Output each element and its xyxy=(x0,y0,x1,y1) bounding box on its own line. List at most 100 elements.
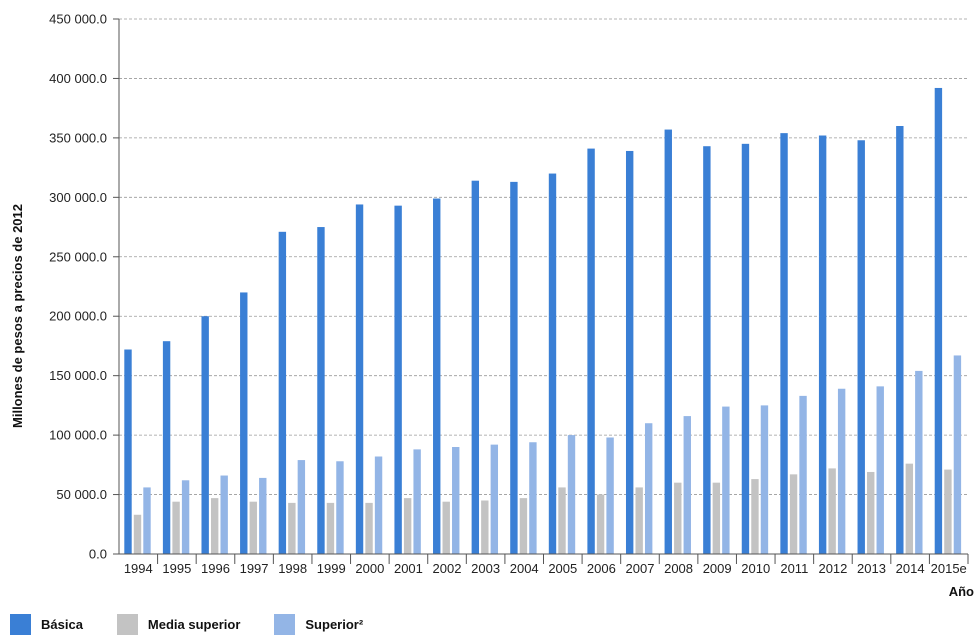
bar-b-sica-2001 xyxy=(394,205,402,554)
bar-b-sica-2003 xyxy=(471,180,480,554)
x-tick-label: 2000 xyxy=(355,561,384,576)
y-tick-label: 250 000.0 xyxy=(49,249,107,264)
bar-superior-2002 xyxy=(452,447,460,554)
bar-superior-2010 xyxy=(760,405,769,554)
bar-b-sica-1999 xyxy=(317,227,325,555)
bar-media-superior-1996 xyxy=(210,498,219,554)
bar-media-superior-2000 xyxy=(365,502,373,554)
x-tick-label: 2009 xyxy=(703,561,732,576)
x-tick-label: 1999 xyxy=(317,561,346,576)
y-tick-label: 100 000.0 xyxy=(49,428,107,443)
bar-b-sica-2013 xyxy=(857,140,865,554)
bar-b-sica-2010 xyxy=(741,143,750,555)
bar-b-sica-2005 xyxy=(548,173,557,555)
legend-swatch-media-superior xyxy=(116,614,138,635)
bar-superior-2000 xyxy=(374,456,383,554)
bar-b-sica-2009 xyxy=(703,146,711,554)
bar-media-superior-2015e xyxy=(944,469,952,554)
bar-superior-1995 xyxy=(181,480,190,554)
x-tick-labels: 1994 1995 1996 1997 1998 1999 2000 2001 2002 2003… xyxy=(124,561,967,576)
bar-media-superior-2006 xyxy=(596,494,605,554)
legend-item-media-superior: Media superior xyxy=(116,614,241,635)
bar-b-sica-2006 xyxy=(587,148,595,555)
x-tick-label: 2006 xyxy=(587,561,616,576)
bar-media-superior-2007 xyxy=(635,487,643,554)
x-tick-label: 1995 xyxy=(162,561,191,576)
bar-media-superior-2005 xyxy=(558,487,566,554)
bar-media-superior-1994 xyxy=(133,514,142,554)
y-tick-label: 150 000.0 xyxy=(49,368,107,383)
bar-superior-2008 xyxy=(683,416,691,554)
x-tick-label: 2003 xyxy=(471,561,500,576)
y-tick-label: 350 000.0 xyxy=(49,130,107,145)
bar-b-sica-2002 xyxy=(433,198,441,554)
bar-superior-1997 xyxy=(259,477,267,554)
bar-superior-1996 xyxy=(220,475,228,554)
bar-media-superior-2010 xyxy=(751,479,759,554)
bar-superior-2005 xyxy=(567,435,576,554)
bar-media-superior-2009 xyxy=(712,482,721,554)
bar-media-superior-2011 xyxy=(789,474,798,554)
x-tick-label: 2013 xyxy=(857,561,886,576)
y-tick-label: 200 000.0 xyxy=(49,309,107,324)
legend-swatch-basica xyxy=(10,614,31,635)
legend: Básica Media superior Superior² xyxy=(10,614,397,635)
bar-b-sica-1998 xyxy=(278,231,287,555)
bar-superior-2014 xyxy=(915,370,923,554)
bar-b-sica-2014 xyxy=(896,126,904,554)
x-tick-label: 2012 xyxy=(818,561,847,576)
legend-label-media-superior: Media superior xyxy=(147,617,241,632)
bar-media-superior-2004 xyxy=(519,498,528,554)
bar-media-superior-1995 xyxy=(172,501,180,554)
x-tick-label: 2010 xyxy=(741,561,770,576)
legend-label-superior: Superior² xyxy=(305,617,364,632)
x-tick-label: 2011 xyxy=(780,561,808,576)
bar-superior-2012 xyxy=(837,388,846,554)
bar-media-superior-2014 xyxy=(905,463,914,554)
legend-label-basica: Básica xyxy=(41,617,83,632)
y-tick-label: 450 000.0 xyxy=(49,12,107,27)
x-tick-label: 1994 xyxy=(124,561,153,576)
bar-superior-2001 xyxy=(413,449,421,554)
bar-superior-1998 xyxy=(297,460,306,554)
x-tick-label: 2005 xyxy=(548,561,577,576)
x-tick-label: 1997 xyxy=(240,561,269,576)
bar-b-sica-2008 xyxy=(664,129,672,555)
x-tick-label: 2008 xyxy=(664,561,693,576)
bar-media-superior-1997 xyxy=(249,501,257,554)
x-tick-label: 2004 xyxy=(510,561,539,576)
bar-b-sica-2004 xyxy=(510,181,518,554)
x-tick-label: 2001 xyxy=(394,561,423,576)
bar-media-superior-1999 xyxy=(326,502,335,554)
bar-b-sica-2012 xyxy=(818,135,827,554)
bar-b-sica-2015e xyxy=(934,87,943,554)
x-tick-label: 1996 xyxy=(201,561,230,576)
bar-b-sica-1997 xyxy=(240,292,248,554)
bar-superior-2011 xyxy=(799,395,807,554)
y-tick-label: 0.0 xyxy=(89,547,107,562)
bar-superior-2003 xyxy=(490,444,499,554)
x-tick-label: 2015e xyxy=(931,561,967,576)
y-tick-labels: 0.0 50 000.0 100 000.0 150 000.0 200 000.0 25… xyxy=(49,12,107,562)
y-tick-label: 300 000.0 xyxy=(49,190,107,205)
gridlines xyxy=(119,18,968,495)
bar-superior-2009 xyxy=(722,406,730,554)
x-tick-label: 2007 xyxy=(626,561,655,576)
bars xyxy=(124,87,962,555)
bar-b-sica-1994 xyxy=(124,349,132,554)
bar-superior-1994 xyxy=(143,487,151,554)
bar-b-sica-1995 xyxy=(162,341,171,554)
legend-item-superior: Superior² xyxy=(274,614,363,635)
x-axis-title: Año xyxy=(949,584,974,599)
y-tick-label: 50 000.0 xyxy=(56,487,107,502)
bar-media-superior-2012 xyxy=(828,468,836,554)
bar-media-superior-2013 xyxy=(867,471,875,554)
bar-superior-2013 xyxy=(876,386,884,554)
legend-item-basica: Básica xyxy=(10,614,83,635)
bar-media-superior-2003 xyxy=(481,500,489,554)
legend-swatch-superior xyxy=(274,614,296,635)
bar-media-superior-2002 xyxy=(442,501,450,554)
bar-superior-2007 xyxy=(644,423,653,554)
bar-b-sica-2011 xyxy=(780,133,788,554)
x-tick-label: 1998 xyxy=(278,561,307,576)
